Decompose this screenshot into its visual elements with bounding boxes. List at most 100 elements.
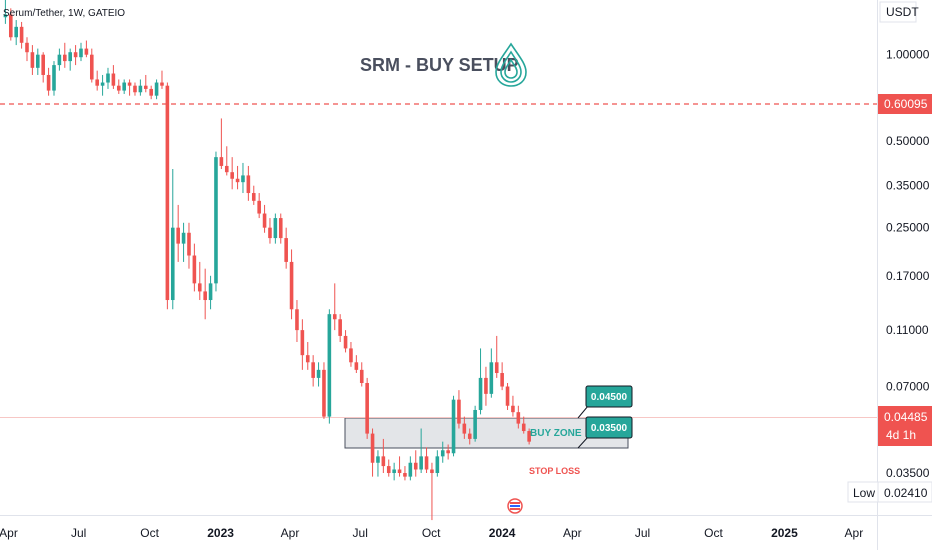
candle-body [403,473,407,477]
candle-body [413,462,418,470]
candle-body [62,54,67,62]
candle-body [430,469,434,474]
y-tick-label: 0.17000 [886,269,930,283]
y-tick-label: 0.03500 [886,466,930,480]
candle-body [257,200,261,214]
candle-body [160,82,164,86]
buy-zone-box[interactable] [344,417,629,449]
candle-body [224,165,229,173]
candle-body [397,469,402,474]
candle-body [316,369,321,378]
candle-body [424,456,429,470]
time-axis[interactable]: Apr Jul Oct 2023 Apr Jul Oct 2024 Apr Jul Oct 2025 A… [0,526,863,540]
candle-body [500,373,504,387]
candle-body [133,85,137,93]
candle-body [289,261,294,310]
candle-body [143,85,148,89]
candle-body [214,157,218,284]
candle-body [484,377,488,394]
candle-body [89,54,94,80]
candle-body [521,423,526,432]
candle-body [46,74,51,91]
zone-bottom-connector [577,436,589,449]
stop-loss-label: STOP LOSS [529,466,580,476]
candle-body [35,54,40,68]
candle-body [305,355,310,363]
zone-top-connector [577,405,589,419]
candle-body [359,369,364,384]
candle-body [79,48,83,58]
candle-body [57,54,62,66]
candle-body [489,362,494,394]
candle-body [268,227,272,239]
x-tick-label: 2024 [489,526,516,540]
low-value-box [877,481,932,503]
candle-body [235,178,240,183]
x-tick-label: 2023 [207,526,234,540]
event-flag-icon[interactable] [507,498,523,514]
zone-bottom-tag[interactable] [585,416,633,439]
zone-top-tag-text: 0.04500 [591,392,628,403]
candle-body [181,232,186,244]
resistance-price-tag [878,94,932,114]
y-tick-label: 0.07000 [886,380,930,394]
current-price-text: 0.04485 [884,410,928,424]
candle-body [376,456,380,463]
candle-body [251,193,256,201]
low-value: 0.02410 [884,486,928,500]
candle-body [451,399,456,454]
buy-zone-label: BUY ZONE [530,428,582,439]
candle-body [295,309,299,331]
candle-body [494,362,499,374]
candle-body [138,85,143,93]
candle-body [230,172,234,179]
drop-logo-icon [495,42,527,87]
candle-body [19,26,24,43]
candle-body [111,73,116,86]
candle-body [170,227,175,301]
countdown-text: 4d 1h [886,428,916,442]
candle-body [419,456,423,470]
candle-body [165,85,170,301]
x-tick-label: Apr [0,526,18,540]
candle-body [208,283,213,301]
current-price-tag [878,406,932,446]
candle-body [241,175,245,183]
x-tick-label: Jul [353,526,368,540]
candle-body [84,48,89,55]
candle-body [149,88,153,96]
candle-body [3,14,8,18]
candle-body [478,377,483,410]
x-tick-label: Apr [845,526,864,540]
candle-body [246,175,251,194]
candle-body [122,82,126,91]
candle-body [284,238,288,262]
candle-body [219,157,224,166]
candle-body [327,314,332,417]
candle-body [41,54,45,75]
zone-bottom-tag-text: 0.03500 [591,423,628,434]
candle-body [467,433,472,439]
candle-body [116,85,121,91]
zone-top-tag[interactable] [585,385,633,408]
candle-body [30,52,35,68]
candle-body [446,450,450,454]
candle-body [100,82,105,86]
candle-body [516,412,521,424]
candle-body [354,362,359,370]
candle-body [332,314,337,320]
low-label: Low [853,486,875,500]
candle-body [300,330,305,356]
candle-body [8,14,13,38]
candle-body [392,469,396,474]
x-tick-label: Apr [563,526,582,540]
candle-body [273,218,278,239]
candles [3,0,531,521]
candle-body [435,456,440,474]
candle-body [52,65,56,91]
currency-label-box[interactable] [879,1,917,23]
candle-body [462,423,467,434]
candle-body [386,466,391,474]
